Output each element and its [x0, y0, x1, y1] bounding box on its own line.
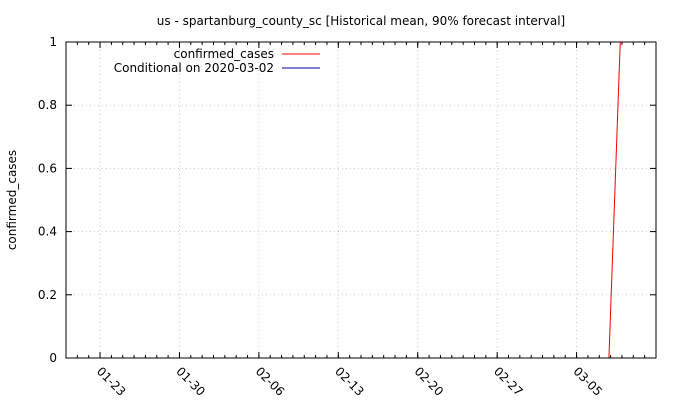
y-tick-label: 0.4	[38, 225, 57, 239]
x-tick-label: 02-13	[332, 364, 367, 399]
y-tick-label: 1	[49, 35, 57, 49]
x-tick-label: 01-23	[94, 364, 129, 399]
x-tick-label: 03-05	[570, 364, 605, 399]
x-tick-label: 01-30	[173, 364, 208, 399]
y-tick-label: 0.6	[38, 161, 57, 175]
x-tick-label: 02-20	[412, 364, 447, 399]
legend-label-1: Conditional on 2020-03-02	[114, 61, 274, 75]
chart-title: us - spartanburg_county_sc [Historical m…	[157, 14, 565, 28]
axis-layer: 0 0.2 0.4 0.6 0.8 1 01-23 01-30 02-06 02-13 02-20 0…	[38, 35, 656, 399]
legend-label-0: confirmed_cases	[174, 47, 274, 61]
series-line-0	[608, 42, 621, 358]
series-layer	[608, 42, 621, 358]
y-tick-label: 0.2	[38, 288, 57, 302]
grid-layer	[66, 42, 656, 358]
x-tick-label: 02-06	[253, 364, 288, 399]
plot-frame	[65, 41, 657, 359]
y-tick-label: 0.8	[38, 98, 57, 112]
x-tick-label: 02-27	[491, 364, 526, 399]
y-tick-label: 0	[49, 351, 57, 365]
y-axis-label: confirmed_cases	[5, 150, 19, 250]
